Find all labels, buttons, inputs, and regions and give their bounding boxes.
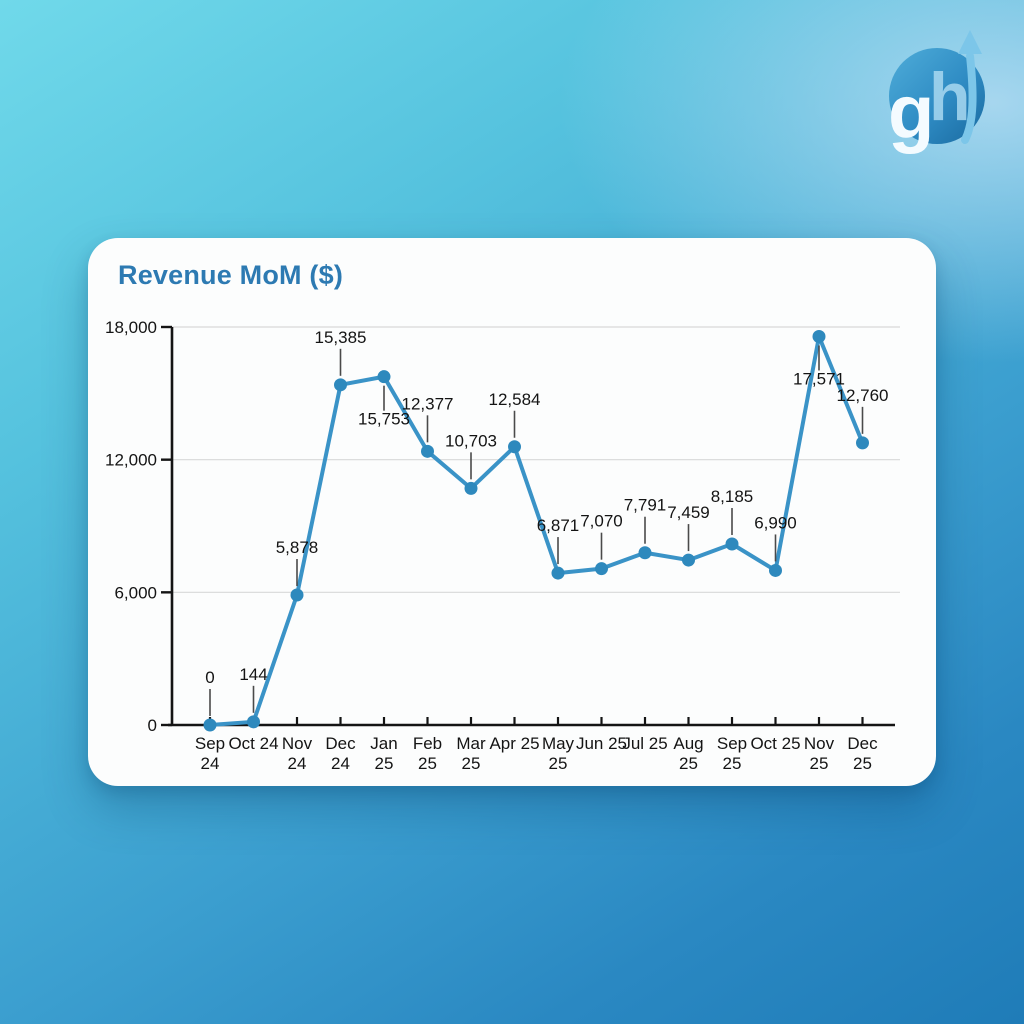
x-tick-label: Oct 25 <box>750 734 800 753</box>
x-tick-label: Sep <box>195 734 225 753</box>
x-tick-label: Nov <box>804 734 835 753</box>
data-point <box>682 553 695 567</box>
brand-logo: g h <box>888 30 985 155</box>
data-point <box>464 481 478 495</box>
data-point <box>203 718 217 732</box>
data-point-label: 10,703 <box>445 431 497 450</box>
data-point-label: 5,878 <box>276 538 319 557</box>
x-tick-label: May <box>542 734 575 753</box>
x-tick-label: Dec <box>325 734 356 753</box>
data-point-label: 0 <box>205 668 214 687</box>
data-point <box>377 370 391 384</box>
data-point-label: 17,571 <box>793 369 845 388</box>
chart-card: Revenue MoM ($) 0 6,000 12,000 18,000 Sep 24 O… <box>88 238 936 786</box>
data-point <box>725 537 739 551</box>
logo-circle <box>889 48 985 144</box>
data-point-label: 144 <box>239 665 267 684</box>
data-point-label: 7,459 <box>667 503 710 522</box>
x-tick-label: Jun 25 <box>576 734 627 753</box>
data-point <box>508 440 521 454</box>
y-tick-label: 18,000 <box>105 318 157 337</box>
logo-letter-g: g <box>888 70 934 155</box>
x-tick-label: Aug <box>673 734 703 753</box>
x-tick-label: Sep <box>717 734 747 753</box>
data-point-label: 15,753 <box>358 410 410 429</box>
data-point <box>769 563 782 577</box>
data-point <box>290 588 304 602</box>
data-point <box>551 566 565 580</box>
x-tick-label: 24 <box>331 754 350 773</box>
x-tick-label: Apr 25 <box>489 734 539 753</box>
x-tick-label: Mar <box>456 734 486 753</box>
x-tick-label: Jan <box>370 734 397 753</box>
data-point-label: 12,584 <box>489 390 541 409</box>
x-tick-label: 25 <box>549 754 568 773</box>
data-point-label: 6,871 <box>537 516 580 535</box>
x-tick-label: Oct 24 <box>228 734 278 753</box>
x-tick-label: Feb <box>413 734 442 753</box>
x-tick-label: 25 <box>723 754 742 773</box>
x-tick-label: Nov <box>282 734 313 753</box>
data-point <box>334 378 347 392</box>
data-point-label: 8,185 <box>711 487 754 506</box>
x-tick-label: 25 <box>679 754 698 773</box>
x-tick-label: Jul 25 <box>622 734 667 753</box>
logo-letter-h: h <box>929 59 971 135</box>
x-tick-label: 25 <box>418 754 437 773</box>
y-tick-label: 6,000 <box>114 583 157 602</box>
chart-title: Revenue MoM ($) <box>118 260 344 290</box>
y-tick-label: 12,000 <box>105 451 157 470</box>
data-point-label: 12,377 <box>402 394 454 413</box>
data-point <box>421 444 434 458</box>
x-tick-label: Dec <box>847 734 878 753</box>
x-tick-label: 24 <box>288 754 307 773</box>
data-point <box>856 436 869 450</box>
data-point-label: 12,760 <box>837 386 889 405</box>
data-point <box>595 562 608 576</box>
data-point <box>812 329 826 343</box>
data-point-label: 15,385 <box>315 328 367 347</box>
trend-line <box>208 334 865 727</box>
x-tick-label: 25 <box>462 754 481 773</box>
y-tick-label: 0 <box>148 716 157 735</box>
data-point-label: 7,791 <box>624 496 667 515</box>
data-point-label: 7,070 <box>580 512 623 531</box>
x-tick-label: 25 <box>375 754 394 773</box>
x-tick-label: 25 <box>853 754 872 773</box>
x-tick-label: 25 <box>810 754 829 773</box>
up-arrow-icon <box>958 30 982 144</box>
data-point-label: 6,990 <box>754 513 797 532</box>
x-tick-label: 24 <box>201 754 220 773</box>
data-point <box>247 715 260 729</box>
data-point <box>638 546 652 560</box>
